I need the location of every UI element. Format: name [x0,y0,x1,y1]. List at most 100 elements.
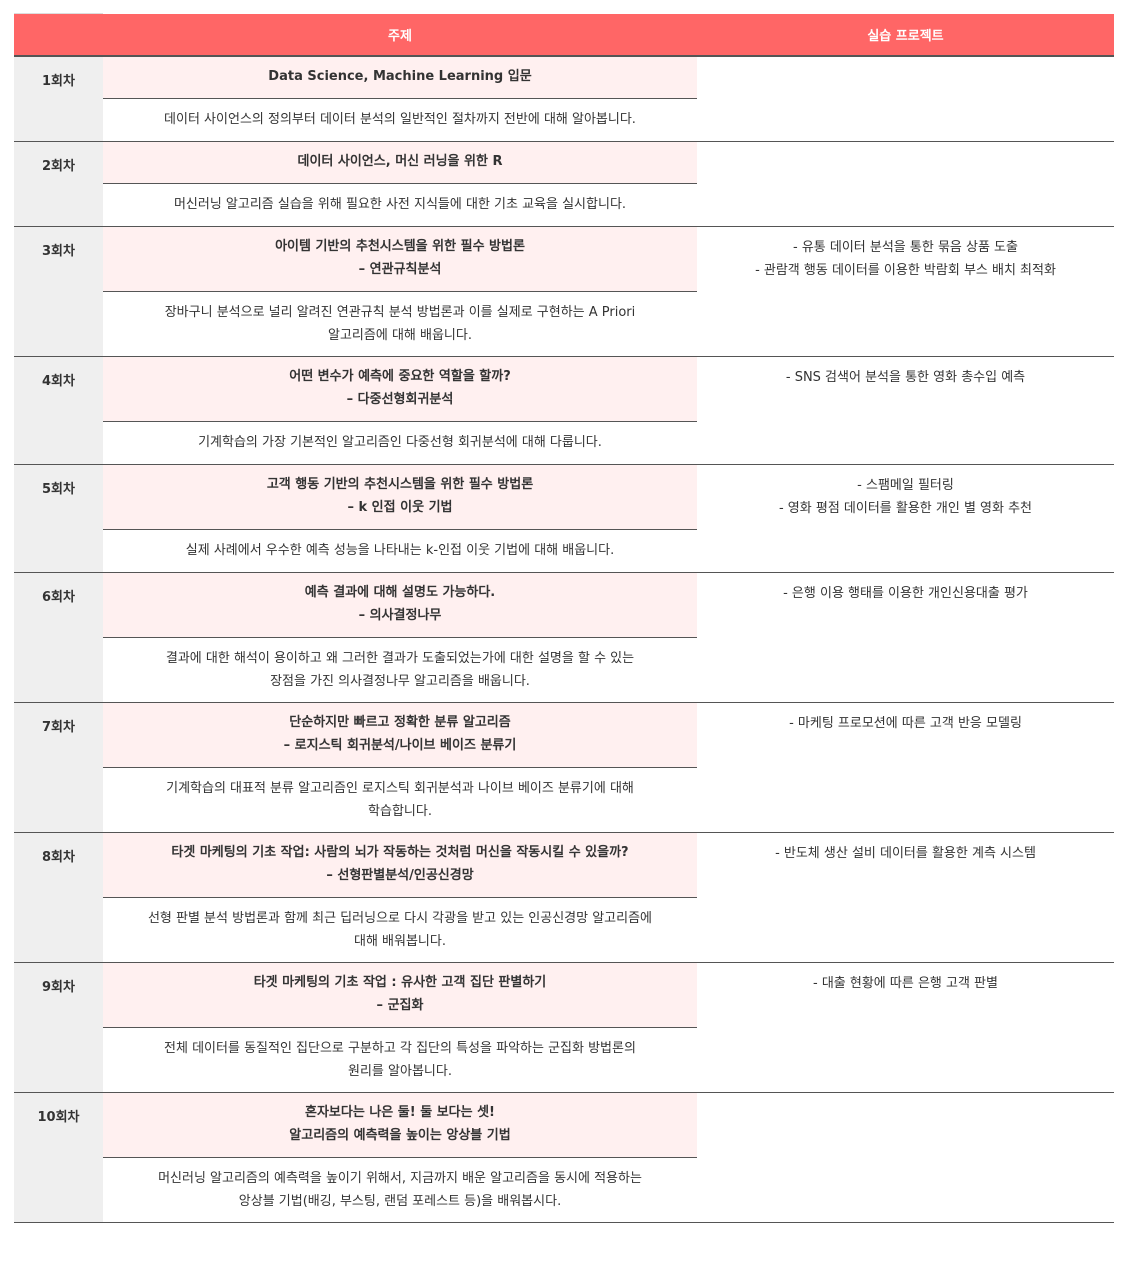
session-label: 6회차 [14,572,103,703]
session-desc-row: 전체 데이터를 동질적인 집단으로 구분하고 각 집단의 특성을 파악하는 군집… [14,1027,1114,1093]
description-line: 기계학습의 대표적 분류 알고리즘인 로지스틱 회귀분석과 나이브 베이즈 분류… [166,780,634,796]
header-session-cell [14,14,103,56]
session-projects: - 마케팅 프로모션에 따른 고객 반응 모델링 [697,702,1114,833]
session-desc-row: 실제 사례에서 우수한 예측 성능을 나타내는 k-인접 이웃 기법에 대해 배… [14,529,1114,573]
session-label: 2회차 [14,141,103,227]
session-label: 10회차 [14,1092,103,1223]
topic-line: – k 인접 이웃 기법 [347,499,453,515]
topic-line: 데이터 사이언스, 머신 러닝을 위한 R [297,153,503,169]
topic-line: 단순하지만 빠르고 정확한 분류 알고리즘 [289,714,511,730]
session-projects: - 대출 현황에 따른 은행 고객 판별 [697,962,1114,1093]
topic-line: 알고리즘의 예측력을 높이는 앙상블 기법 [289,1127,511,1143]
session-description: 머신러닝 알고리즘 실습을 위해 필요한 사전 지식들에 대한 기초 교육을 실… [103,183,697,227]
session-projects: - SNS 검색어 분석을 통한 영화 총수입 예측 [697,356,1114,465]
session-description: 기계학습의 대표적 분류 알고리즘인 로지스틱 회귀분석과 나이브 베이즈 분류… [103,767,697,833]
description-line: 전체 데이터를 동질적인 집단으로 구분하고 각 집단의 특성을 파악하는 군집… [164,1040,636,1056]
description-line: 선형 판별 분석 방법론과 함께 최근 딥러닝으로 다시 각광을 받고 있는 인… [147,910,653,926]
session-label: 5회차 [14,464,103,573]
topic-line: 아이템 기반의 추천시스템을 위한 필수 방법론 [275,238,525,254]
session-description: 데이터 사이언스의 정의부터 데이터 분석의 일반적인 절차까지 전반에 대해 … [103,98,697,142]
session-projects: - 은행 이용 행태를 이용한 개인신용대출 평가 [697,572,1114,703]
description-line: 머신러닝 알고리즘 실습을 위해 필요한 사전 지식들에 대한 기초 교육을 실… [173,196,627,212]
session-projects [697,1092,1114,1223]
session-desc-row: 장바구니 분석으로 널리 알려진 연관규칙 분석 방법론과 이를 실제로 구현하… [14,291,1114,357]
session-description: 머신러닝 알고리즘의 예측력을 높이기 위해서, 지금까지 배운 알고리즘을 동… [103,1157,697,1223]
session-topic: 고객 행동 기반의 추천시스템을 위한 필수 방법론 – k 인접 이웃 기법 [103,464,697,530]
description-line: 장바구니 분석으로 널리 알려진 연관규칙 분석 방법론과 이를 실제로 구현하… [164,304,636,320]
session-label: 1회차 [14,55,103,142]
project-item: - 영화 평점 데이터를 활용한 개인 별 영화 추천 [778,500,1033,516]
project-item: - 유통 데이터 분석을 통한 묶음 상품 도출 [793,239,1018,255]
session-topic: 단순하지만 빠르고 정확한 분류 알고리즘 – 로지스틱 회귀분석/나이브 베이즈… [103,702,697,768]
session-projects [697,55,1114,142]
session-desc-row: 결과에 대한 해석이 용이하고 왜 그러한 결과가 도출되었는가에 대한 설명을… [14,637,1114,703]
session-desc-row: 선형 판별 분석 방법론과 함께 최근 딥러닝으로 다시 각광을 받고 있는 인… [14,897,1114,963]
session-projects [697,141,1114,227]
project-item: - 대출 현황에 따른 은행 고객 판별 [813,975,998,991]
description-line: 머신러닝 알고리즘의 예측력을 높이기 위해서, 지금까지 배운 알고리즘을 동… [158,1170,642,1186]
topic-line: – 연관규칙분석 [358,261,442,277]
session-projects: - 유통 데이터 분석을 통한 묶음 상품 도출 - 관람객 행동 데이터를 이용… [697,226,1114,357]
session-label: 7회차 [14,702,103,833]
session-desc-row: 데이터 사이언스의 정의부터 데이터 분석의 일반적인 절차까지 전반에 대해 … [14,98,1114,142]
session-label: 9회차 [14,962,103,1093]
session-description: 선형 판별 분석 방법론과 함께 최근 딥러닝으로 다시 각광을 받고 있는 인… [103,897,697,963]
session-topic-row: 5회차 고객 행동 기반의 추천시스템을 위한 필수 방법론 – k 인접 이웃 기… [14,464,1114,573]
topic-line: 타겟 마케팅의 기초 작업 : 유사한 고객 집단 판별하기 [253,974,547,990]
curriculum-table: 주제 실습 프로젝트 1회차 Data Science, Machine Lear… [14,14,1114,1223]
topic-line: 예측 결과에 대해 설명도 가능하다. [304,584,496,600]
session-topic-row: 8회차 타겟 마케팅의 기초 작업: 사람의 뇌가 작동하는 것처럼 머신을 작동… [14,832,1114,963]
session-description: 결과에 대한 해석이 용이하고 왜 그러한 결과가 도출되었는가에 대한 설명을… [103,637,697,703]
session-topic-row: 3회차 아이템 기반의 추천시스템을 위한 필수 방법론 – 연관규칙분석 - 유통 … [14,226,1114,357]
session-projects: - 반도체 생산 설비 데이터를 활용한 계측 시스템 [697,832,1114,963]
session-topic-row: 10회차 혼자보다는 나은 둘! 둘 보다는 셋! 알고리즘의 예측력을 높이는 앙… [14,1092,1114,1223]
topic-line: – 선형판별분석/인공신경망 [326,867,474,883]
description-line: 원리를 알아봅니다. [348,1063,452,1079]
topic-line: – 군집화 [376,997,424,1013]
topic-line: – 의사결정나무 [358,607,442,623]
description-line: 기계학습의 가장 기본적인 알고리즘인 다중선형 회귀분석에 대해 다룹니다. [198,434,602,450]
session-topic-row: 6회차 예측 결과에 대해 설명도 가능하다. – 의사결정나무 - 은행 이용 행태… [14,572,1114,703]
session-topic-row: 7회차 단순하지만 빠르고 정확한 분류 알고리즘 – 로지스틱 회귀분석/나이브 … [14,702,1114,833]
session-label: 8회차 [14,832,103,963]
topic-line: 어떤 변수가 예측에 중요한 역할을 할까? [289,368,511,384]
session-label: 3회차 [14,226,103,357]
session-description: 전체 데이터를 동질적인 집단으로 구분하고 각 집단의 특성을 파악하는 군집… [103,1027,697,1093]
session-desc-row: 머신러닝 알고리즘의 예측력을 높이기 위해서, 지금까지 배운 알고리즘을 동… [14,1157,1114,1223]
session-topic: Data Science, Machine Learning 입문 [103,55,697,99]
project-item: - 스팸메일 필터링 [857,477,954,493]
session-label: 4회차 [14,356,103,465]
session-topic-row: 4회차 어떤 변수가 예측에 중요한 역할을 할까? – 다중선형회귀분석 - SNS… [14,356,1114,465]
topic-line: Data Science, Machine Learning 입문 [268,69,532,84]
project-item: - SNS 검색어 분석을 통한 영화 총수입 예측 [785,369,1026,385]
table-header-row: 주제 실습 프로젝트 [14,14,1114,56]
session-topic: 데이터 사이언스, 머신 러닝을 위한 R [103,141,697,184]
description-line: 데이터 사이언스의 정의부터 데이터 분석의 일반적인 절차까지 전반에 대해 … [164,111,636,127]
session-topic: 아이템 기반의 추천시스템을 위한 필수 방법론 – 연관규칙분석 [103,226,697,292]
description-line: 알고리즘에 대해 배웁니다. [328,327,472,343]
session-desc-row: 기계학습의 가장 기본적인 알고리즘인 다중선형 회귀분석에 대해 다룹니다. [14,421,1114,465]
session-topic: 예측 결과에 대해 설명도 가능하다. – 의사결정나무 [103,572,697,638]
description-line: 학습합니다. [368,803,432,819]
session-topic: 타겟 마케팅의 기초 작업 : 유사한 고객 집단 판별하기 – 군집화 [103,962,697,1028]
session-topic-row: 1회차 Data Science, Machine Learning 입문 [14,55,1114,142]
topic-line: 타겟 마케팅의 기초 작업: 사람의 뇌가 작동하는 것처럼 머신을 작동시킬 … [171,844,629,860]
session-description: 기계학습의 가장 기본적인 알고리즘인 다중선형 회귀분석에 대해 다룹니다. [103,421,697,465]
top-divider [14,13,103,14]
header-topic: 주제 [103,14,697,56]
topic-line: 고객 행동 기반의 추천시스템을 위한 필수 방법론 [266,476,534,492]
project-item: - 은행 이용 행태를 이용한 개인신용대출 평가 [783,585,1028,601]
topic-line: 혼자보다는 나은 둘! 둘 보다는 셋! [305,1104,495,1120]
description-line: 결과에 대한 해석이 용이하고 왜 그러한 결과가 도출되었는가에 대한 설명을… [165,650,635,666]
session-topic-row: 2회차 데이터 사이언스, 머신 러닝을 위한 R [14,141,1114,227]
session-topic: 혼자보다는 나은 둘! 둘 보다는 셋! 알고리즘의 예측력을 높이는 앙상블 기… [103,1092,697,1158]
project-item: - 반도체 생산 설비 데이터를 활용한 계측 시스템 [775,845,1036,861]
session-desc-row: 머신러닝 알고리즘 실습을 위해 필요한 사전 지식들에 대한 기초 교육을 실… [14,183,1114,227]
session-topic: 어떤 변수가 예측에 중요한 역할을 할까? – 다중선형회귀분석 [103,356,697,422]
session-description: 실제 사례에서 우수한 예측 성능을 나타내는 k-인접 이웃 기법에 대해 배… [103,529,697,573]
session-projects: - 스팸메일 필터링 - 영화 평점 데이터를 활용한 개인 별 영화 추천 [697,464,1114,573]
description-line: 장점을 가진 의사결정나무 알고리즘을 배웁니다. [270,673,530,689]
description-line: 대해 배워봅니다. [354,933,446,949]
curriculum-table-container: 주제 실습 프로젝트 1회차 Data Science, Machine Lear… [14,13,1114,1223]
